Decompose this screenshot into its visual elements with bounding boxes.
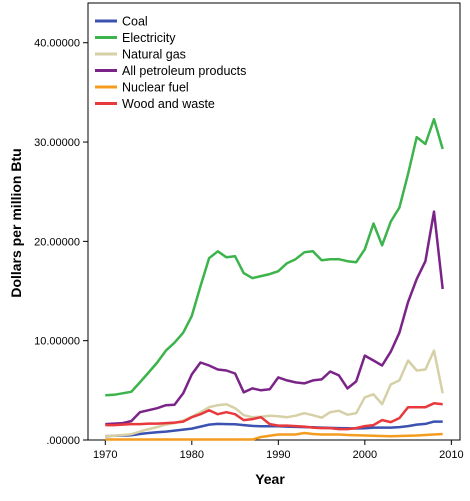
y-axis-title: Dollars per million Btu bbox=[8, 148, 24, 297]
series-line-electricity bbox=[105, 117, 444, 397]
legend-label-all-petroleum-products: All petroleum products bbox=[122, 64, 246, 78]
x-tick-label: 2000 bbox=[353, 449, 377, 461]
y-tick-label: 20.00000 bbox=[34, 236, 80, 248]
series-line-wood-and-waste bbox=[105, 402, 443, 431]
legend-label-nuclear-fuel: Nuclear fuel bbox=[122, 81, 189, 95]
series-lines bbox=[105, 117, 444, 441]
y-tick-label: 10.00000 bbox=[34, 336, 80, 348]
legend-label-natural-gas: Natural gas bbox=[122, 48, 186, 62]
x-tick-label: 1970 bbox=[93, 449, 117, 461]
series-line-nuclear-fuel bbox=[105, 431, 443, 441]
series-line-all-petroleum-products bbox=[105, 210, 444, 426]
legend-label-electricity: Electricity bbox=[122, 31, 176, 45]
x-tick-label: 2010 bbox=[439, 449, 463, 461]
y-tick-label: 40.00000 bbox=[34, 38, 80, 50]
y-axis-ticks: .00000 10.00000 20.00000 30.00000 40.00000 bbox=[34, 38, 88, 447]
y-tick-label: .00000 bbox=[46, 435, 80, 447]
x-axis-title: Year bbox=[255, 471, 285, 487]
legend-label-wood-and-waste: Wood and waste bbox=[122, 97, 215, 111]
plot-area bbox=[87, 2, 461, 441]
x-tick-label: 1980 bbox=[180, 449, 204, 461]
legend-label-coal: Coal bbox=[122, 15, 148, 29]
series-line-coal bbox=[105, 420, 443, 438]
x-axis-ticks: 1970 1980 1990 2000 2010 bbox=[93, 440, 464, 461]
x-tick-label: 1990 bbox=[266, 449, 290, 461]
y-tick-label: 30.00000 bbox=[34, 137, 80, 149]
legend: Coal Electricity Natural gas All petroleum … bbox=[95, 15, 246, 111]
series-line-natural-gas bbox=[105, 349, 444, 438]
